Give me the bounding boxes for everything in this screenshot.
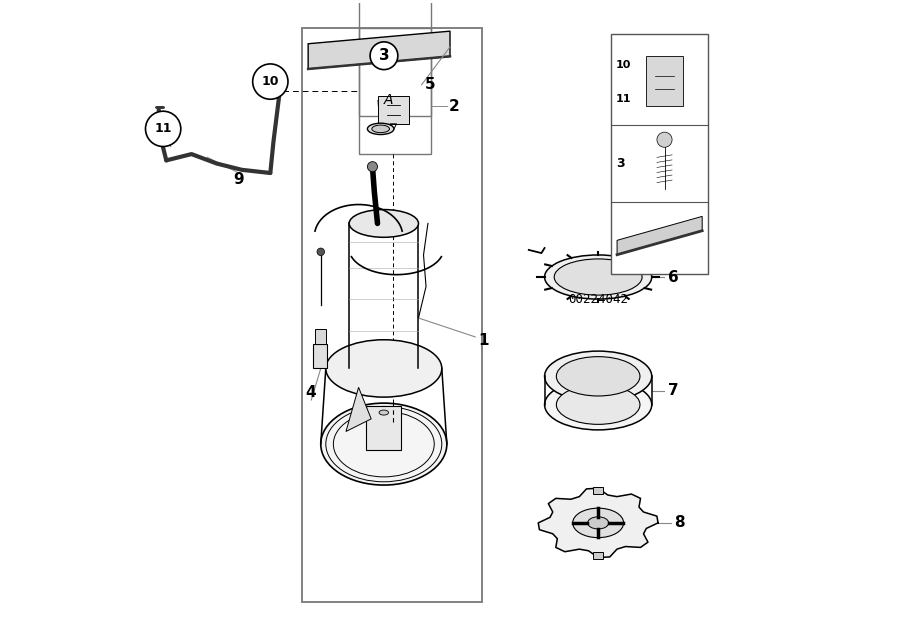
Text: 9: 9 bbox=[233, 172, 244, 187]
Circle shape bbox=[367, 162, 377, 172]
Ellipse shape bbox=[320, 403, 446, 485]
Ellipse shape bbox=[588, 517, 608, 529]
Ellipse shape bbox=[544, 351, 652, 401]
Text: 11: 11 bbox=[616, 94, 631, 104]
Ellipse shape bbox=[554, 259, 642, 295]
Text: A: A bbox=[383, 93, 393, 107]
Text: 7: 7 bbox=[668, 383, 678, 398]
Bar bbox=[358, 0, 431, 116]
Circle shape bbox=[317, 248, 325, 256]
Text: 6: 6 bbox=[668, 270, 679, 284]
Bar bbox=[593, 487, 603, 494]
Ellipse shape bbox=[556, 385, 640, 424]
Ellipse shape bbox=[372, 125, 390, 133]
Bar bbox=[302, 28, 482, 602]
Bar bbox=[366, 406, 401, 450]
Ellipse shape bbox=[379, 410, 389, 415]
Text: 2: 2 bbox=[449, 99, 460, 114]
Text: 4: 4 bbox=[305, 385, 316, 400]
Text: 11: 11 bbox=[155, 122, 172, 135]
Bar bbox=[611, 34, 708, 274]
Text: 10: 10 bbox=[262, 75, 279, 88]
Polygon shape bbox=[538, 488, 658, 558]
Text: 3: 3 bbox=[379, 48, 390, 63]
Text: 1: 1 bbox=[479, 333, 489, 347]
Bar bbox=[358, 28, 431, 154]
Bar bbox=[315, 329, 327, 345]
Ellipse shape bbox=[544, 380, 652, 430]
FancyBboxPatch shape bbox=[645, 56, 683, 106]
Text: 8: 8 bbox=[674, 515, 684, 530]
Circle shape bbox=[146, 111, 181, 146]
Polygon shape bbox=[308, 31, 450, 69]
Ellipse shape bbox=[556, 357, 640, 396]
Ellipse shape bbox=[367, 123, 394, 135]
Text: 10: 10 bbox=[616, 60, 631, 71]
Circle shape bbox=[657, 132, 672, 148]
Text: 00224042: 00224042 bbox=[568, 293, 628, 305]
Ellipse shape bbox=[544, 255, 652, 299]
Bar bbox=[593, 551, 603, 559]
Ellipse shape bbox=[572, 508, 624, 537]
Circle shape bbox=[253, 64, 288, 99]
Polygon shape bbox=[346, 387, 371, 431]
Circle shape bbox=[370, 42, 398, 69]
Ellipse shape bbox=[349, 210, 418, 237]
FancyBboxPatch shape bbox=[378, 96, 410, 124]
Text: 5: 5 bbox=[425, 77, 436, 92]
Polygon shape bbox=[617, 216, 702, 254]
Text: 3: 3 bbox=[616, 157, 625, 170]
Bar bbox=[313, 345, 327, 368]
Ellipse shape bbox=[326, 340, 442, 397]
